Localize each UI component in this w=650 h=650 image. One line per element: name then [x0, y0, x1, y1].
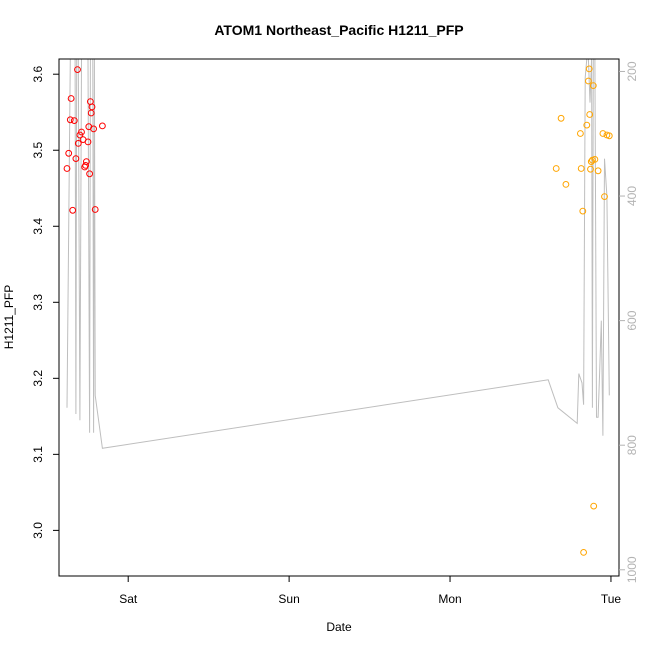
y-axis: 3.0 3.1 3.2 3.3 3.4 3.5 3.6: [31, 66, 59, 539]
data-point-series-1: [63, 165, 71, 172]
x-tick-label: Tue: [601, 592, 622, 606]
y-tick-label: 3.0: [31, 522, 45, 539]
points-group: [63, 65, 613, 556]
data-point-series-1: [86, 170, 93, 178]
right-tick-label: 400: [625, 186, 639, 206]
data-point-series-2: [585, 77, 592, 85]
data-point-series-2: [601, 193, 608, 201]
data-point-series-2: [586, 111, 594, 118]
data-point-series-1: [65, 149, 73, 157]
data-point-series-2: [599, 130, 607, 137]
right-tick-label: 1000: [625, 556, 639, 583]
y-axis-label: H1211_PFP: [2, 285, 16, 349]
pressure-line-group: [66, 59, 610, 449]
data-point-series-2: [577, 130, 584, 137]
data-point-series-2: [605, 132, 613, 140]
data-point-series-1: [91, 206, 99, 213]
x-tick-label: Sun: [278, 592, 299, 606]
data-point-series-2: [589, 82, 597, 89]
data-point-series-1: [99, 122, 106, 130]
data-point-series-1: [69, 206, 77, 214]
y-axis-right: 200 400 600 800 1000: [619, 61, 639, 583]
data-point-series-2: [552, 165, 560, 172]
pressure-line: [66, 59, 610, 449]
right-tick-label: 600: [625, 310, 639, 330]
data-point-series-2: [562, 181, 570, 188]
data-point-series-2: [557, 114, 565, 122]
data-point-series-1: [66, 116, 74, 124]
data-point-series-2: [591, 156, 599, 163]
data-point-series-1: [72, 155, 80, 163]
data-point-series-1: [74, 66, 81, 73]
data-point-series-2: [594, 167, 602, 175]
data-point-series-2: [577, 165, 585, 172]
data-point-series-2: [583, 121, 591, 129]
right-tick-label: 800: [625, 435, 639, 455]
data-point-series-2: [580, 549, 587, 556]
plot-frame: [58, 58, 620, 577]
y-tick-label: 3.6: [31, 66, 45, 83]
chart-title: ATOM1 Northeast_Pacific H1211_PFP: [214, 22, 463, 38]
data-point-series-2: [590, 502, 598, 510]
data-point-series-2: [587, 158, 595, 166]
x-tick-label: Mon: [438, 592, 461, 606]
data-point-series-1: [74, 140, 82, 147]
y-tick-label: 3.1: [31, 446, 45, 463]
data-point-series-1: [83, 158, 90, 166]
right-tick-label: 200: [625, 61, 639, 81]
y-tick-label: 3.4: [31, 218, 45, 235]
y-tick-label: 3.5: [31, 142, 45, 159]
y-tick-label: 3.3: [31, 294, 45, 311]
y-tick-label: 3.2: [31, 370, 45, 387]
data-point-series-2: [585, 65, 593, 73]
data-point-series-1: [84, 138, 92, 146]
data-point-series-1: [78, 128, 85, 136]
x-axis: Sat Sun Mon Tue: [119, 576, 621, 606]
data-point-series-1: [90, 125, 97, 133]
data-point-series-1: [67, 95, 75, 102]
data-point-series-1: [82, 162, 89, 169]
data-point-series-1: [70, 117, 78, 124]
data-point-series-2: [587, 165, 594, 173]
x-axis-label: Date: [326, 620, 352, 634]
x-tick-label: Sat: [119, 592, 138, 606]
data-point-series-1: [88, 103, 96, 111]
data-point-series-2: [579, 207, 587, 215]
